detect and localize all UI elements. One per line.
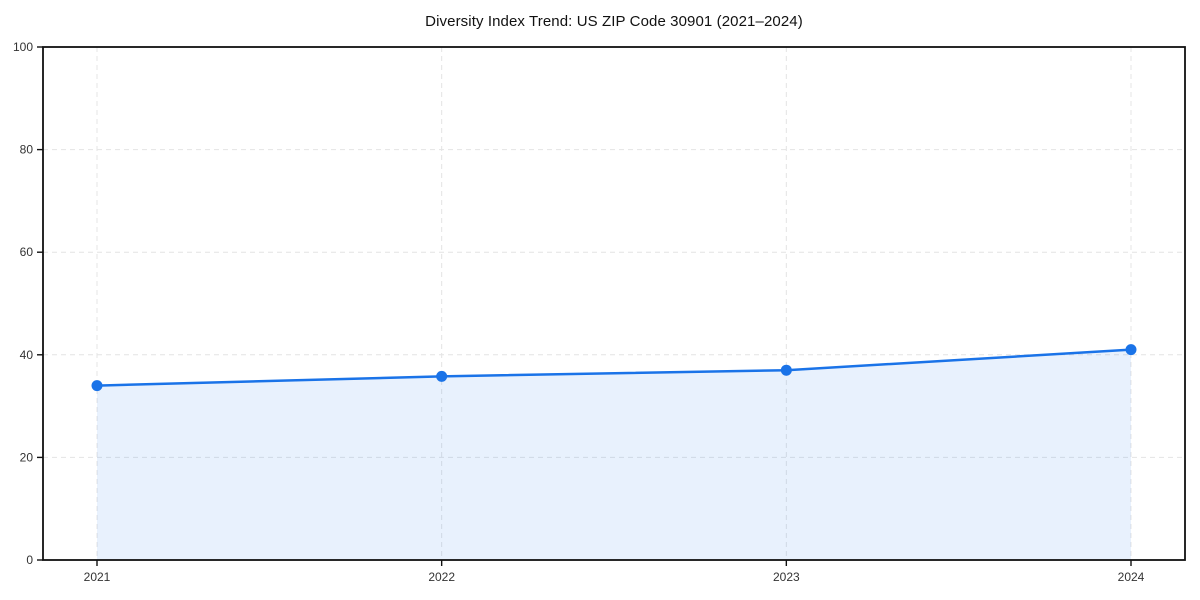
area-fill (97, 349, 1131, 560)
chart-title: Diversity Index Trend: US ZIP Code 30901… (425, 13, 803, 30)
data-point-2021 (91, 380, 103, 392)
y-tick-label: 20 (20, 450, 34, 464)
plot-border (42, 46, 1186, 561)
data-point-2022 (436, 370, 448, 382)
y-tick-label: 0 (26, 553, 33, 567)
trend-line (95, 348, 1133, 387)
x-tick-label: 2022 (428, 570, 455, 584)
y-tick-label: 60 (20, 245, 34, 259)
x-tick-label: 2024 (1118, 570, 1145, 584)
data-point-2023 (780, 364, 792, 376)
x-tick-label: 2023 (773, 570, 800, 584)
y-tick-label: 100 (13, 40, 33, 54)
y-tick-label: 40 (20, 348, 34, 362)
x-tick-label: 2021 (84, 570, 111, 584)
data-point-2024 (1125, 344, 1137, 356)
y-tick-label: 80 (20, 143, 34, 157)
